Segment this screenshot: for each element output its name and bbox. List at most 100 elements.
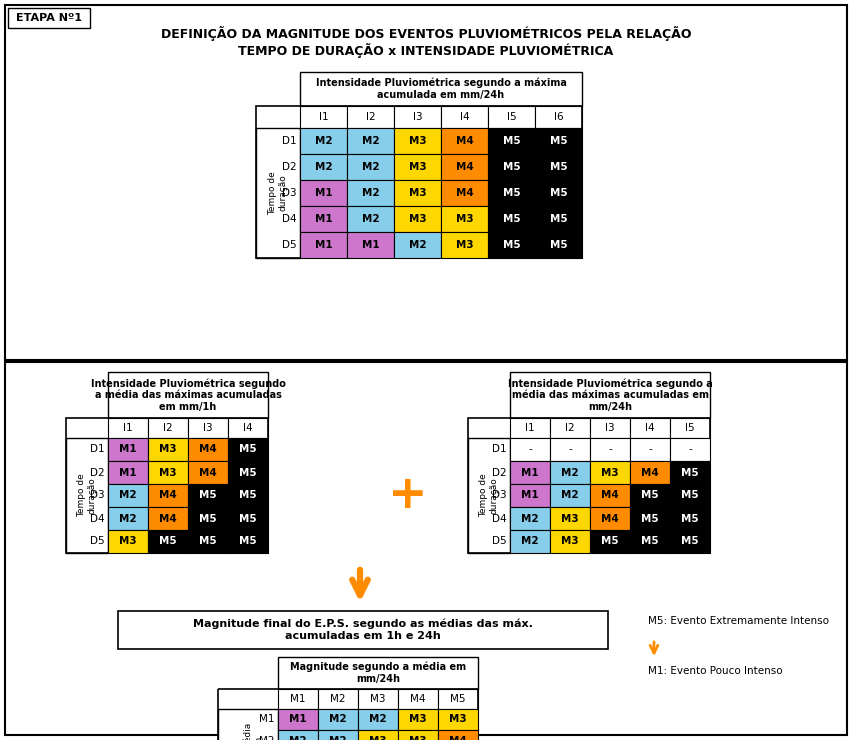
Bar xyxy=(228,530,268,553)
Text: M1: M1 xyxy=(314,240,332,250)
Bar xyxy=(188,530,228,553)
Text: Intensidade Pluviométrica segundo
a média das máximas acumuladas
em mm/1h: Intensidade Pluviométrica segundo a médi… xyxy=(90,378,285,412)
Bar xyxy=(394,232,441,258)
Text: I6: I6 xyxy=(554,112,563,122)
Bar xyxy=(488,206,535,232)
Bar xyxy=(358,689,398,709)
Text: ETAPA Nº1: ETAPA Nº1 xyxy=(16,13,82,23)
Text: M3: M3 xyxy=(119,536,137,547)
Text: M2: M2 xyxy=(314,136,332,146)
Text: M2: M2 xyxy=(329,715,347,724)
Bar xyxy=(228,438,268,461)
Text: M5: M5 xyxy=(199,491,216,500)
Bar xyxy=(670,530,710,553)
Text: M1: M1 xyxy=(362,240,379,250)
Bar xyxy=(5,362,847,735)
Text: M3: M3 xyxy=(369,736,387,740)
Bar xyxy=(108,507,148,530)
Bar xyxy=(398,709,438,730)
Bar xyxy=(438,730,478,740)
Bar xyxy=(590,530,630,553)
Text: M3: M3 xyxy=(409,715,427,724)
Bar xyxy=(347,106,394,128)
Text: M1: M1 xyxy=(119,445,137,454)
Text: D3: D3 xyxy=(90,491,105,500)
Text: M2: M2 xyxy=(362,188,379,198)
Text: M3: M3 xyxy=(409,188,426,198)
Bar xyxy=(441,128,488,154)
Bar xyxy=(550,484,590,507)
Text: -: - xyxy=(648,445,652,454)
Bar xyxy=(670,461,710,484)
Text: M5: M5 xyxy=(550,188,567,198)
Text: Magnitude
segundo a média
em mm/1h: Magnitude segundo a média em mm/1h xyxy=(233,722,263,740)
Text: M5: M5 xyxy=(503,214,521,224)
Bar xyxy=(630,438,670,461)
Text: Tempo de
duração: Tempo de duração xyxy=(480,474,498,517)
Text: M3: M3 xyxy=(159,468,177,477)
Bar xyxy=(318,689,358,709)
Text: D5: D5 xyxy=(90,536,105,547)
Bar xyxy=(468,438,510,553)
Text: D4: D4 xyxy=(492,514,507,523)
Text: Magnitude final do E.P.S. segundo as médias das máx.
acumuladas em 1h e 24h: Magnitude final do E.P.S. segundo as méd… xyxy=(193,619,533,641)
Text: M5: M5 xyxy=(239,445,256,454)
Bar xyxy=(441,206,488,232)
Bar xyxy=(535,206,582,232)
Text: D2: D2 xyxy=(492,468,507,477)
Text: I2: I2 xyxy=(164,423,173,433)
Bar xyxy=(510,461,550,484)
Text: M5: Evento Extremamente Intenso: M5: Evento Extremamente Intenso xyxy=(648,616,829,626)
Text: Intensidade Pluviométrica segundo a máxima
acumulada em mm/24h: Intensidade Pluviométrica segundo a máxi… xyxy=(315,78,567,100)
Text: D4: D4 xyxy=(90,514,105,523)
Bar xyxy=(228,461,268,484)
Text: M3: M3 xyxy=(409,162,426,172)
Bar xyxy=(394,106,441,128)
Bar xyxy=(278,657,478,689)
Text: M4: M4 xyxy=(199,445,217,454)
Text: D1: D1 xyxy=(492,445,507,454)
Bar xyxy=(468,418,710,553)
Text: M1: Evento Pouco Intenso: M1: Evento Pouco Intenso xyxy=(648,666,783,676)
Bar xyxy=(550,507,590,530)
Text: I3: I3 xyxy=(605,423,615,433)
Bar xyxy=(398,730,438,740)
Bar xyxy=(438,689,478,709)
Text: M5: M5 xyxy=(682,468,699,477)
Bar xyxy=(510,484,550,507)
Bar xyxy=(347,180,394,206)
Bar xyxy=(66,438,108,553)
Text: I5: I5 xyxy=(507,112,516,122)
Bar xyxy=(218,689,478,740)
Bar xyxy=(630,418,670,438)
Bar xyxy=(188,507,228,530)
Text: Magnitude segundo a média em
mm/24h: Magnitude segundo a média em mm/24h xyxy=(290,662,466,684)
Bar xyxy=(148,438,188,461)
Text: M3: M3 xyxy=(602,468,619,477)
Bar xyxy=(510,418,550,438)
Text: M2: M2 xyxy=(314,162,332,172)
Text: M2: M2 xyxy=(521,514,538,523)
Text: M5: M5 xyxy=(550,136,567,146)
Bar xyxy=(218,709,278,740)
Text: -: - xyxy=(528,445,532,454)
Text: M3: M3 xyxy=(456,214,474,224)
Text: M5: M5 xyxy=(550,240,567,250)
Text: M5: M5 xyxy=(682,536,699,547)
Bar xyxy=(358,730,398,740)
Bar xyxy=(108,438,148,461)
Text: D2: D2 xyxy=(90,468,105,477)
Text: M5: M5 xyxy=(159,536,177,547)
Bar xyxy=(550,530,590,553)
Bar xyxy=(488,128,535,154)
Bar xyxy=(188,438,228,461)
Text: I5: I5 xyxy=(685,423,695,433)
Text: D5: D5 xyxy=(492,536,507,547)
Bar xyxy=(347,206,394,232)
Text: M4: M4 xyxy=(456,188,474,198)
Text: M5: M5 xyxy=(682,491,699,500)
Text: I2: I2 xyxy=(366,112,376,122)
Text: D1: D1 xyxy=(282,136,297,146)
Text: M5: M5 xyxy=(642,536,659,547)
Text: M4: M4 xyxy=(199,468,217,477)
